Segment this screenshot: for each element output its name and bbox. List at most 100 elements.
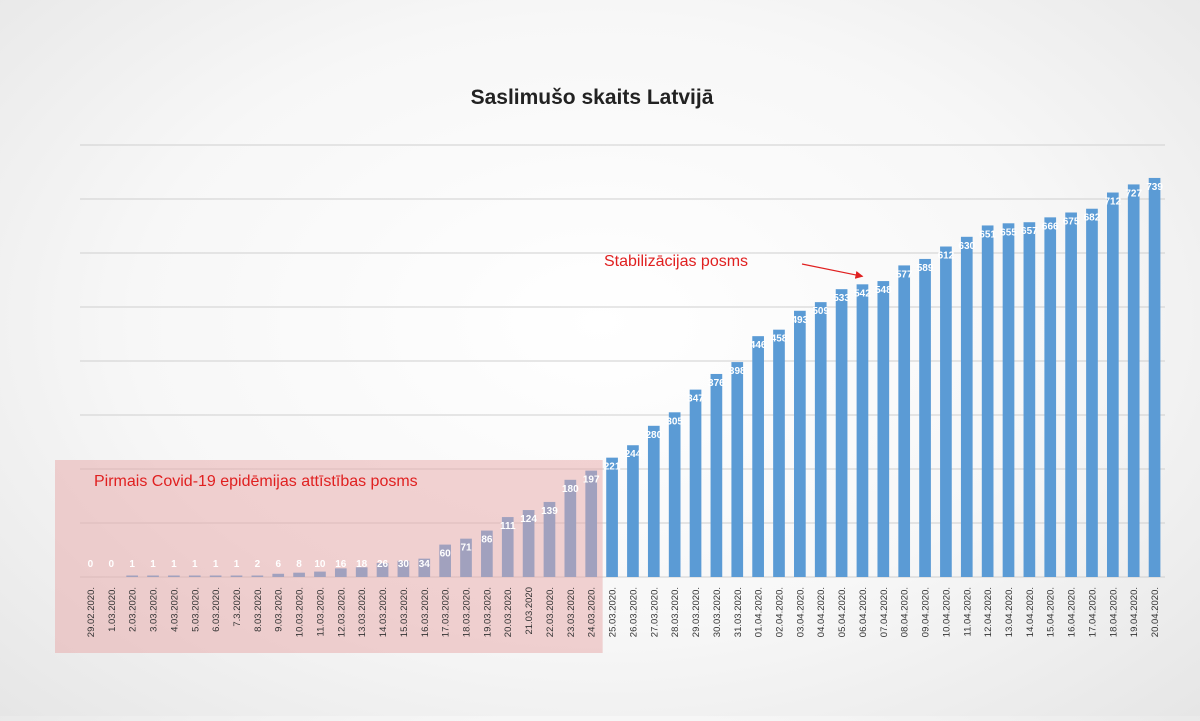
data-label: 10 xyxy=(314,559,326,570)
data-label: 305 xyxy=(666,416,683,427)
data-label: 548 xyxy=(875,285,892,296)
tick-label: 26.03.2020. xyxy=(628,587,639,637)
tick-label: 04.04.2020. xyxy=(816,587,827,637)
tick-label: 19.03.2020. xyxy=(482,587,493,637)
tick-label: 31.03.2020. xyxy=(733,587,744,637)
bar xyxy=(814,302,827,577)
tick-label: 07.04.2020. xyxy=(879,587,890,637)
bar xyxy=(731,362,744,577)
phase-one-label: Pirmais Covid-19 epidēmijas attīstības p… xyxy=(94,473,418,490)
tick-label: 17.04.2020. xyxy=(1087,587,1098,637)
data-label: 739 xyxy=(1146,182,1163,193)
tick-label: 09.04.2020. xyxy=(921,587,932,637)
bar xyxy=(627,445,639,577)
tick-label: 25.03.2020. xyxy=(608,587,619,637)
tick-label: 12.03.2020. xyxy=(336,587,347,637)
bar xyxy=(981,225,994,577)
data-label: 0 xyxy=(88,559,94,570)
tick-label: 14.04.2020. xyxy=(1025,587,1036,637)
data-label: 458 xyxy=(771,334,788,345)
tick-label: 18.03.2020. xyxy=(462,587,473,637)
tick-label: 02.04.2020. xyxy=(774,587,785,637)
tick-label: 29.02.2020. xyxy=(86,587,97,637)
tick-label: 16.03.2020. xyxy=(420,587,431,637)
data-label: 34 xyxy=(419,559,431,570)
bar xyxy=(689,389,702,577)
tick-label: 28.03.2020. xyxy=(670,587,681,637)
bar xyxy=(1023,222,1036,577)
data-label: 630 xyxy=(958,241,975,252)
tick-label: 4.03.2020. xyxy=(169,587,180,632)
tick-label: 06.04.2020. xyxy=(858,587,869,637)
data-label: 0 xyxy=(109,559,115,570)
data-label: 180 xyxy=(562,484,579,495)
data-label: 509 xyxy=(812,306,829,317)
bar xyxy=(960,236,973,578)
data-label: 655 xyxy=(1000,227,1017,238)
data-label: 124 xyxy=(520,514,537,525)
tick-label: 10.04.2020. xyxy=(941,587,952,637)
tick-label: 6.03.2020. xyxy=(211,587,222,632)
data-label: 1 xyxy=(129,559,135,570)
data-label: 651 xyxy=(979,229,996,240)
phase-one-region xyxy=(55,460,603,653)
data-label: 30 xyxy=(398,559,410,570)
tick-label: 20.03.2020. xyxy=(503,587,514,637)
stabilization-arrow xyxy=(801,263,864,279)
data-label: 675 xyxy=(1063,217,1080,228)
data-label: 589 xyxy=(917,263,934,274)
stabilization-label: Stabilizācijas posms xyxy=(604,253,748,270)
data-label: 8 xyxy=(296,559,302,570)
bar xyxy=(1044,217,1057,578)
tick-label: 9.03.2020. xyxy=(274,587,285,632)
tick-label: 21.03.2020 xyxy=(524,587,535,635)
data-label: 6 xyxy=(275,559,281,570)
data-label: 682 xyxy=(1084,213,1101,224)
bar xyxy=(940,246,952,577)
data-label: 1 xyxy=(192,559,198,570)
chart-title: Saslimušo skaits Latvijā xyxy=(471,86,714,109)
data-label: 60 xyxy=(440,549,452,560)
tick-label: 03.04.2020. xyxy=(795,587,806,637)
bar xyxy=(856,284,869,577)
tick-label: 16.04.2020. xyxy=(1067,587,1078,637)
data-label: 542 xyxy=(854,288,871,299)
tick-label: 23.03.2020. xyxy=(566,587,577,637)
tick-label: 30.03.2020. xyxy=(712,587,723,637)
data-label: 26 xyxy=(377,559,389,570)
data-label: 398 xyxy=(729,366,746,377)
tick-label: 27.03.2020. xyxy=(649,587,660,637)
tick-label: 13.03.2020. xyxy=(357,587,368,637)
tick-label: 29.03.2020. xyxy=(691,587,702,637)
data-label: 18 xyxy=(356,559,368,570)
tick-label: 01.04.2020. xyxy=(754,587,765,637)
tick-label: 13.04.2020. xyxy=(1004,587,1015,637)
tick-label: 15.04.2020. xyxy=(1046,587,1057,637)
tick-label: 15.03.2020. xyxy=(399,587,410,637)
bar xyxy=(773,329,785,577)
bar xyxy=(877,281,890,577)
bar xyxy=(1065,212,1077,577)
data-label: 1 xyxy=(213,559,219,570)
bar xyxy=(1127,184,1140,578)
tick-label: 08.04.2020. xyxy=(900,587,911,637)
data-label: 197 xyxy=(583,475,600,486)
bar xyxy=(606,457,618,577)
tick-label: 8.03.2020. xyxy=(253,587,264,632)
data-label: 666 xyxy=(1042,221,1059,232)
tick-label: 5.03.2020. xyxy=(190,587,201,632)
data-label: 1 xyxy=(150,559,156,570)
tick-label: 20.04.2020. xyxy=(1150,587,1161,637)
bar xyxy=(1148,177,1161,577)
data-label: 1 xyxy=(234,559,240,570)
tick-label: 2.03.2020. xyxy=(128,587,139,632)
tick-label: 19.04.2020. xyxy=(1129,587,1140,637)
data-label: 139 xyxy=(541,506,558,517)
tick-label: 7.3.2020. xyxy=(232,587,243,627)
data-label: 71 xyxy=(460,543,472,554)
tick-label: 14.03.2020. xyxy=(378,587,389,637)
bar xyxy=(919,258,931,577)
bar xyxy=(898,265,911,577)
